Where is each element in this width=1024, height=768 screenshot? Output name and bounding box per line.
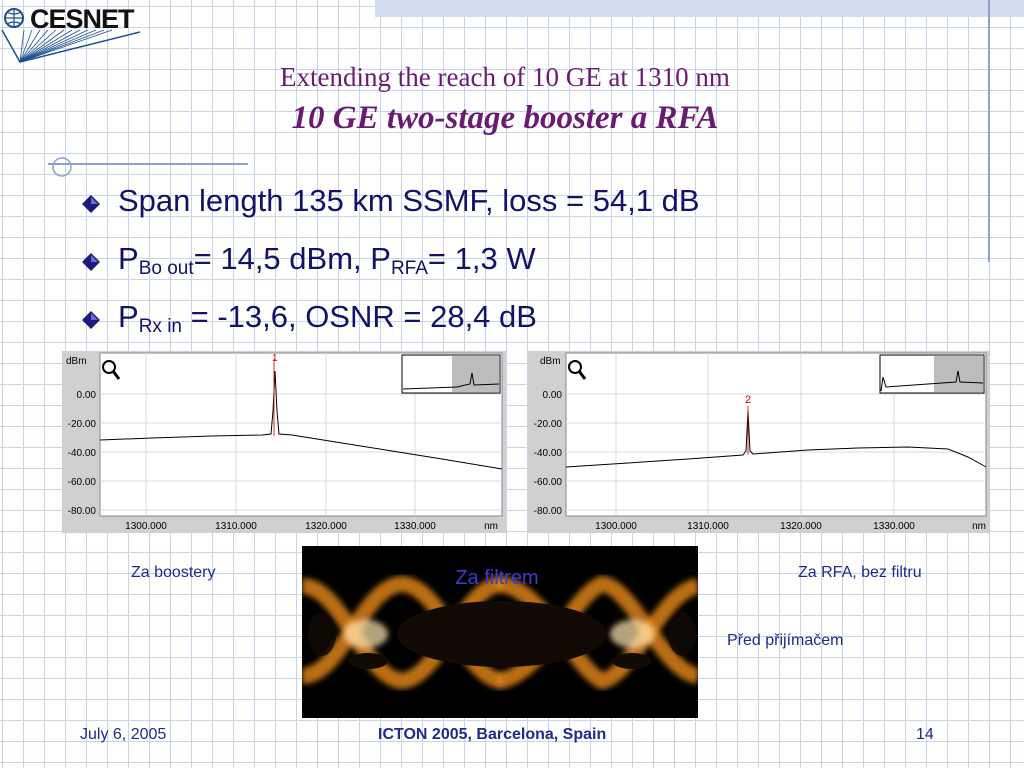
x-tick-label: 1300.000 — [595, 521, 637, 532]
y-tick-label: -80.00 — [68, 506, 97, 517]
bullet-text: PBo out= 14,5 dBm, PRFA= 1,3 W — [118, 241, 536, 280]
y-tick-label: -20.00 — [534, 419, 563, 430]
diamond-bullet-icon — [82, 195, 100, 213]
title-horizontal-rule — [48, 163, 248, 165]
x-unit-label: nm — [484, 521, 498, 532]
eye-overlay-text: Za filtrem — [455, 567, 538, 589]
x-tick-label: 1320.000 — [305, 521, 347, 532]
caption-za-boostery: Za boostery — [131, 564, 216, 581]
text-end: = -13,6, OSNR = 28,4 dB — [181, 299, 537, 334]
circle-ornament-icon — [52, 157, 72, 177]
footer-page-number: 14 — [916, 726, 934, 743]
subscript-rfa: RFA — [390, 258, 428, 279]
right-vertical-rule — [988, 0, 990, 262]
logo-text: CESNET — [30, 4, 135, 34]
marker-label: 2 — [745, 394, 751, 406]
x-tick-label: 1320.000 — [780, 521, 822, 532]
footer-event: ICTON 2005, Barcelona, Spain — [378, 726, 607, 743]
text-end: = 1,3 W — [427, 241, 536, 276]
y-unit-label: dBm — [66, 356, 87, 367]
y-tick-label: -80.00 — [534, 506, 563, 517]
symbol-p: P — [118, 299, 139, 334]
spectrum-plot-left: dBm 0.00 -20.00 -40.00 -60.00 -80.00 130… — [62, 351, 506, 533]
magnifier-icon[interactable] — [102, 360, 121, 380]
y-tick-label: -40.00 — [68, 448, 97, 459]
text-middle: = 14,5 dBm, P — [193, 241, 391, 276]
slide-title: Extending the reach of 10 GE at 1310 nm — [280, 62, 730, 92]
subscript-bo-out: Bo out — [138, 258, 194, 279]
subscript-rx-in: Rx in — [138, 316, 182, 337]
spectrum-trace — [565, 410, 987, 468]
y-tick-label: -40.00 — [534, 448, 563, 459]
y-tick-label: 0.00 — [543, 390, 563, 401]
eye-diagram: Za filtrem — [302, 546, 698, 718]
footer-date: July 6, 2005 — [80, 726, 167, 743]
marker-label: 1 — [272, 353, 278, 364]
spectrum-svg-left: dBm 0.00 -20.00 -40.00 -60.00 -80.00 130… — [66, 352, 503, 532]
x-tick-label: 1330.000 — [394, 521, 436, 532]
slide-subtitle: 10 GE two-stage booster a RFA — [291, 100, 719, 136]
caption-pred-prijimacem: Před přijímačem — [727, 632, 844, 649]
cesnet-logo: CESNET — [0, 0, 140, 70]
diamond-bullet-icon — [82, 253, 100, 271]
magnifier-icon[interactable] — [568, 360, 587, 380]
y-tick-label: -60.00 — [68, 477, 97, 488]
x-tick-label: 1310.000 — [687, 521, 729, 532]
top-decorative-band — [375, 0, 1024, 17]
x-unit-label: nm — [972, 521, 986, 532]
y-tick-label: -20.00 — [68, 419, 97, 430]
eye-diagram-svg: Za filtrem — [302, 567, 698, 696]
y-tick-label: 0.00 — [77, 390, 97, 401]
spectrum-svg-right: dBm 0.00 -20.00 -40.00 -60.00 -80.00 130… — [534, 352, 987, 532]
x-tick-label: 1330.000 — [873, 521, 915, 532]
y-tick-label: -60.00 — [534, 477, 563, 488]
spectrum-plot-right: dBm 0.00 -20.00 -40.00 -60.00 -80.00 130… — [528, 351, 990, 533]
x-tick-label: 1310.000 — [215, 521, 257, 532]
symbol-p: P — [118, 241, 139, 276]
bullet-text: PRx in = -13,6, OSNR = 28,4 dB — [118, 299, 537, 338]
y-unit-label: dBm — [540, 356, 561, 367]
caption-za-rfa: Za RFA, bez filtru — [798, 564, 922, 581]
globe-icon — [1, 8, 140, 63]
diamond-bullet-icon — [82, 311, 100, 329]
spectrum-trace — [99, 370, 503, 470]
x-tick-label: 1300.000 — [125, 521, 167, 532]
bullet-text: Span length 135 km SSMF, loss = 54,1 dB — [118, 183, 700, 218]
